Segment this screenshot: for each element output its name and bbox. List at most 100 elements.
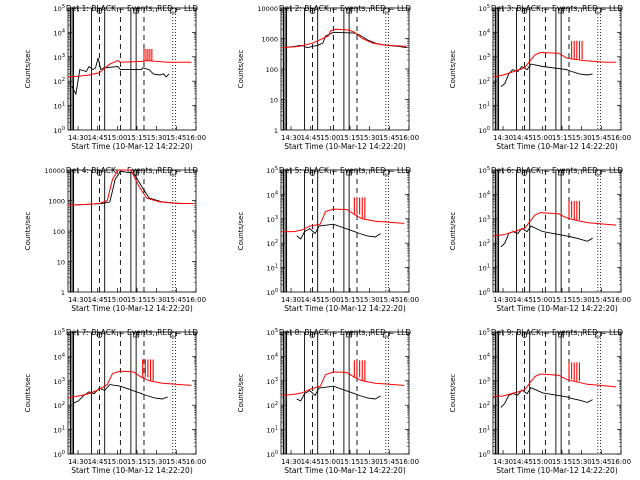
panel-title: Det 8: BLACK = Events, RED = LLD [279, 328, 411, 337]
plot-frame [280, 169, 410, 293]
x-tick-label: 15:00 [320, 134, 340, 142]
y-tick-label-base: 10 [479, 5, 487, 13]
x-tick-label: 15:30 [360, 296, 380, 304]
y-tick-label: 103 [479, 377, 490, 386]
x-tick-label: 14:45 [513, 458, 533, 466]
x-tick-label: 14:30 [68, 134, 88, 142]
y-tick-label-exponent: 2 [487, 239, 490, 245]
y-tick-label: 1 [274, 127, 278, 135]
lld-series-line [67, 60, 192, 78]
y-tick-label: 1000 [261, 36, 278, 44]
y-axis-label: Counts/sec [449, 50, 457, 89]
x-tick-label: 14:30 [68, 296, 88, 304]
x-tick-label: 14:45 [513, 134, 533, 142]
y-tick-label-exponent: 0 [487, 126, 490, 132]
x-tick-label: 15:00 [107, 458, 127, 466]
y-tick-label-exponent: 1 [487, 264, 490, 270]
detector-panel-7: Det 7: BLACK = Events, RED = LLD10010110… [24, 328, 206, 475]
top-marker-circle [309, 332, 316, 338]
lld-series-line [492, 51, 617, 78]
y-tick-label-base: 10 [54, 353, 62, 361]
y-axis-label: Counts/sec [237, 50, 245, 89]
y-tick-label-exponent: 4 [487, 28, 490, 34]
y-axis-label: Counts/sec [24, 50, 32, 89]
y-tick-label-exponent: 0 [275, 450, 278, 456]
top-marker-square [133, 169, 139, 176]
y-tick-label-base: 10 [479, 427, 487, 435]
x-tick-label: 15:00 [320, 458, 340, 466]
x-tick-label: 16:00 [186, 134, 206, 142]
x-tick-label: 14:30 [493, 458, 513, 466]
y-tick-label-base: 10 [54, 329, 62, 337]
y-tick-label: 102 [479, 239, 490, 248]
y-tick-label: 10000 [44, 167, 65, 175]
y-tick-label-base: 10 [479, 54, 487, 62]
y-tick-label-exponent: 3 [62, 377, 65, 383]
y-tick-label: 100 [54, 126, 65, 135]
x-tick-label: 15:15 [127, 458, 147, 466]
y-tick-label-base: 10 [267, 427, 275, 435]
y-tick-label-exponent: 1 [62, 426, 65, 432]
top-marker-square [382, 331, 389, 338]
y-tick-label-exponent: 5 [487, 328, 490, 334]
y-tick-label: 100 [267, 288, 278, 297]
y-tick-label: 105 [267, 166, 278, 175]
y-tick-label-base: 10 [479, 289, 487, 297]
y-tick-label: 100 [53, 228, 65, 236]
x-tick-label: 15:45 [166, 296, 186, 304]
top-marker-circle [521, 332, 528, 338]
y-tick-label-base: 10 [479, 240, 487, 248]
x-tick-label: 14:30 [68, 458, 88, 466]
y-tick-label-base: 10 [267, 329, 275, 337]
top-marker-square [169, 7, 176, 14]
y-tick-label: 100 [479, 126, 490, 135]
y-tick-label-exponent: 5 [62, 4, 65, 10]
panel-title: Det 6: BLACK = Events, RED = LLD [491, 166, 623, 175]
x-tick-label: 15:45 [591, 134, 611, 142]
top-marker-square [346, 7, 352, 14]
y-tick-label: 101 [479, 426, 490, 435]
x-tick-label: 14:45 [88, 458, 108, 466]
y-tick-label-exponent: 0 [62, 126, 65, 132]
y-tick-label-exponent: 4 [487, 352, 490, 358]
top-marker-square [169, 169, 176, 176]
y-tick-label: 105 [54, 328, 65, 337]
top-marker-square [382, 169, 389, 176]
y-tick-label-exponent: 1 [487, 102, 490, 108]
x-tick-label: 15:30 [147, 458, 167, 466]
x-axis-label: Start Time (10-Mar-12 14:22:20) [284, 466, 406, 475]
y-tick-label-base: 10 [54, 54, 62, 62]
y-axis-label: Counts/sec [449, 374, 457, 413]
x-tick-label: 15:30 [360, 134, 380, 142]
x-tick-label: 15:00 [107, 134, 127, 142]
y-tick-label-exponent: 2 [487, 77, 490, 83]
y-tick-label-exponent: 0 [487, 288, 490, 294]
x-tick-label: 15:30 [572, 134, 592, 142]
y-axis-label: Counts/sec [24, 212, 32, 251]
y-tick-label: 101 [479, 264, 490, 273]
top-marker-square [382, 7, 389, 14]
x-tick-label: 16:00 [611, 458, 631, 466]
y-tick-label: 100 [267, 450, 278, 459]
panel-title: Det 1: BLACK = Events, RED = LLD [66, 4, 198, 13]
detector-panel-5: Det 5: BLACK = Events, RED = LLD10010110… [237, 166, 419, 313]
y-tick-label: 101 [54, 426, 65, 435]
x-axis-label: Start Time (10-Mar-12 14:22:20) [496, 142, 618, 151]
y-tick-label: 100 [266, 66, 278, 74]
y-tick-label-base: 10 [54, 451, 62, 459]
x-tick-label: 16:00 [186, 296, 206, 304]
y-tick-label: 104 [479, 190, 490, 199]
detector-panel-9: Det 9: BLACK = Events, RED = LLD10010110… [449, 328, 631, 475]
y-tick-label-exponent: 4 [275, 352, 278, 358]
y-tick-label-base: 10 [479, 378, 487, 386]
y-tick-label-base: 10 [479, 451, 487, 459]
plot-frame [492, 331, 622, 455]
plot-frame [67, 7, 197, 131]
panel-title: Det 7: BLACK = Events, RED = LLD [66, 328, 198, 337]
lld-series-line [67, 370, 192, 399]
x-tick-label: 15:15 [127, 296, 147, 304]
lld-series-line [492, 212, 617, 237]
x-tick-label: 14:45 [301, 296, 321, 304]
y-tick-label: 100 [54, 450, 65, 459]
y-axis-label: Counts/sec [449, 212, 457, 251]
